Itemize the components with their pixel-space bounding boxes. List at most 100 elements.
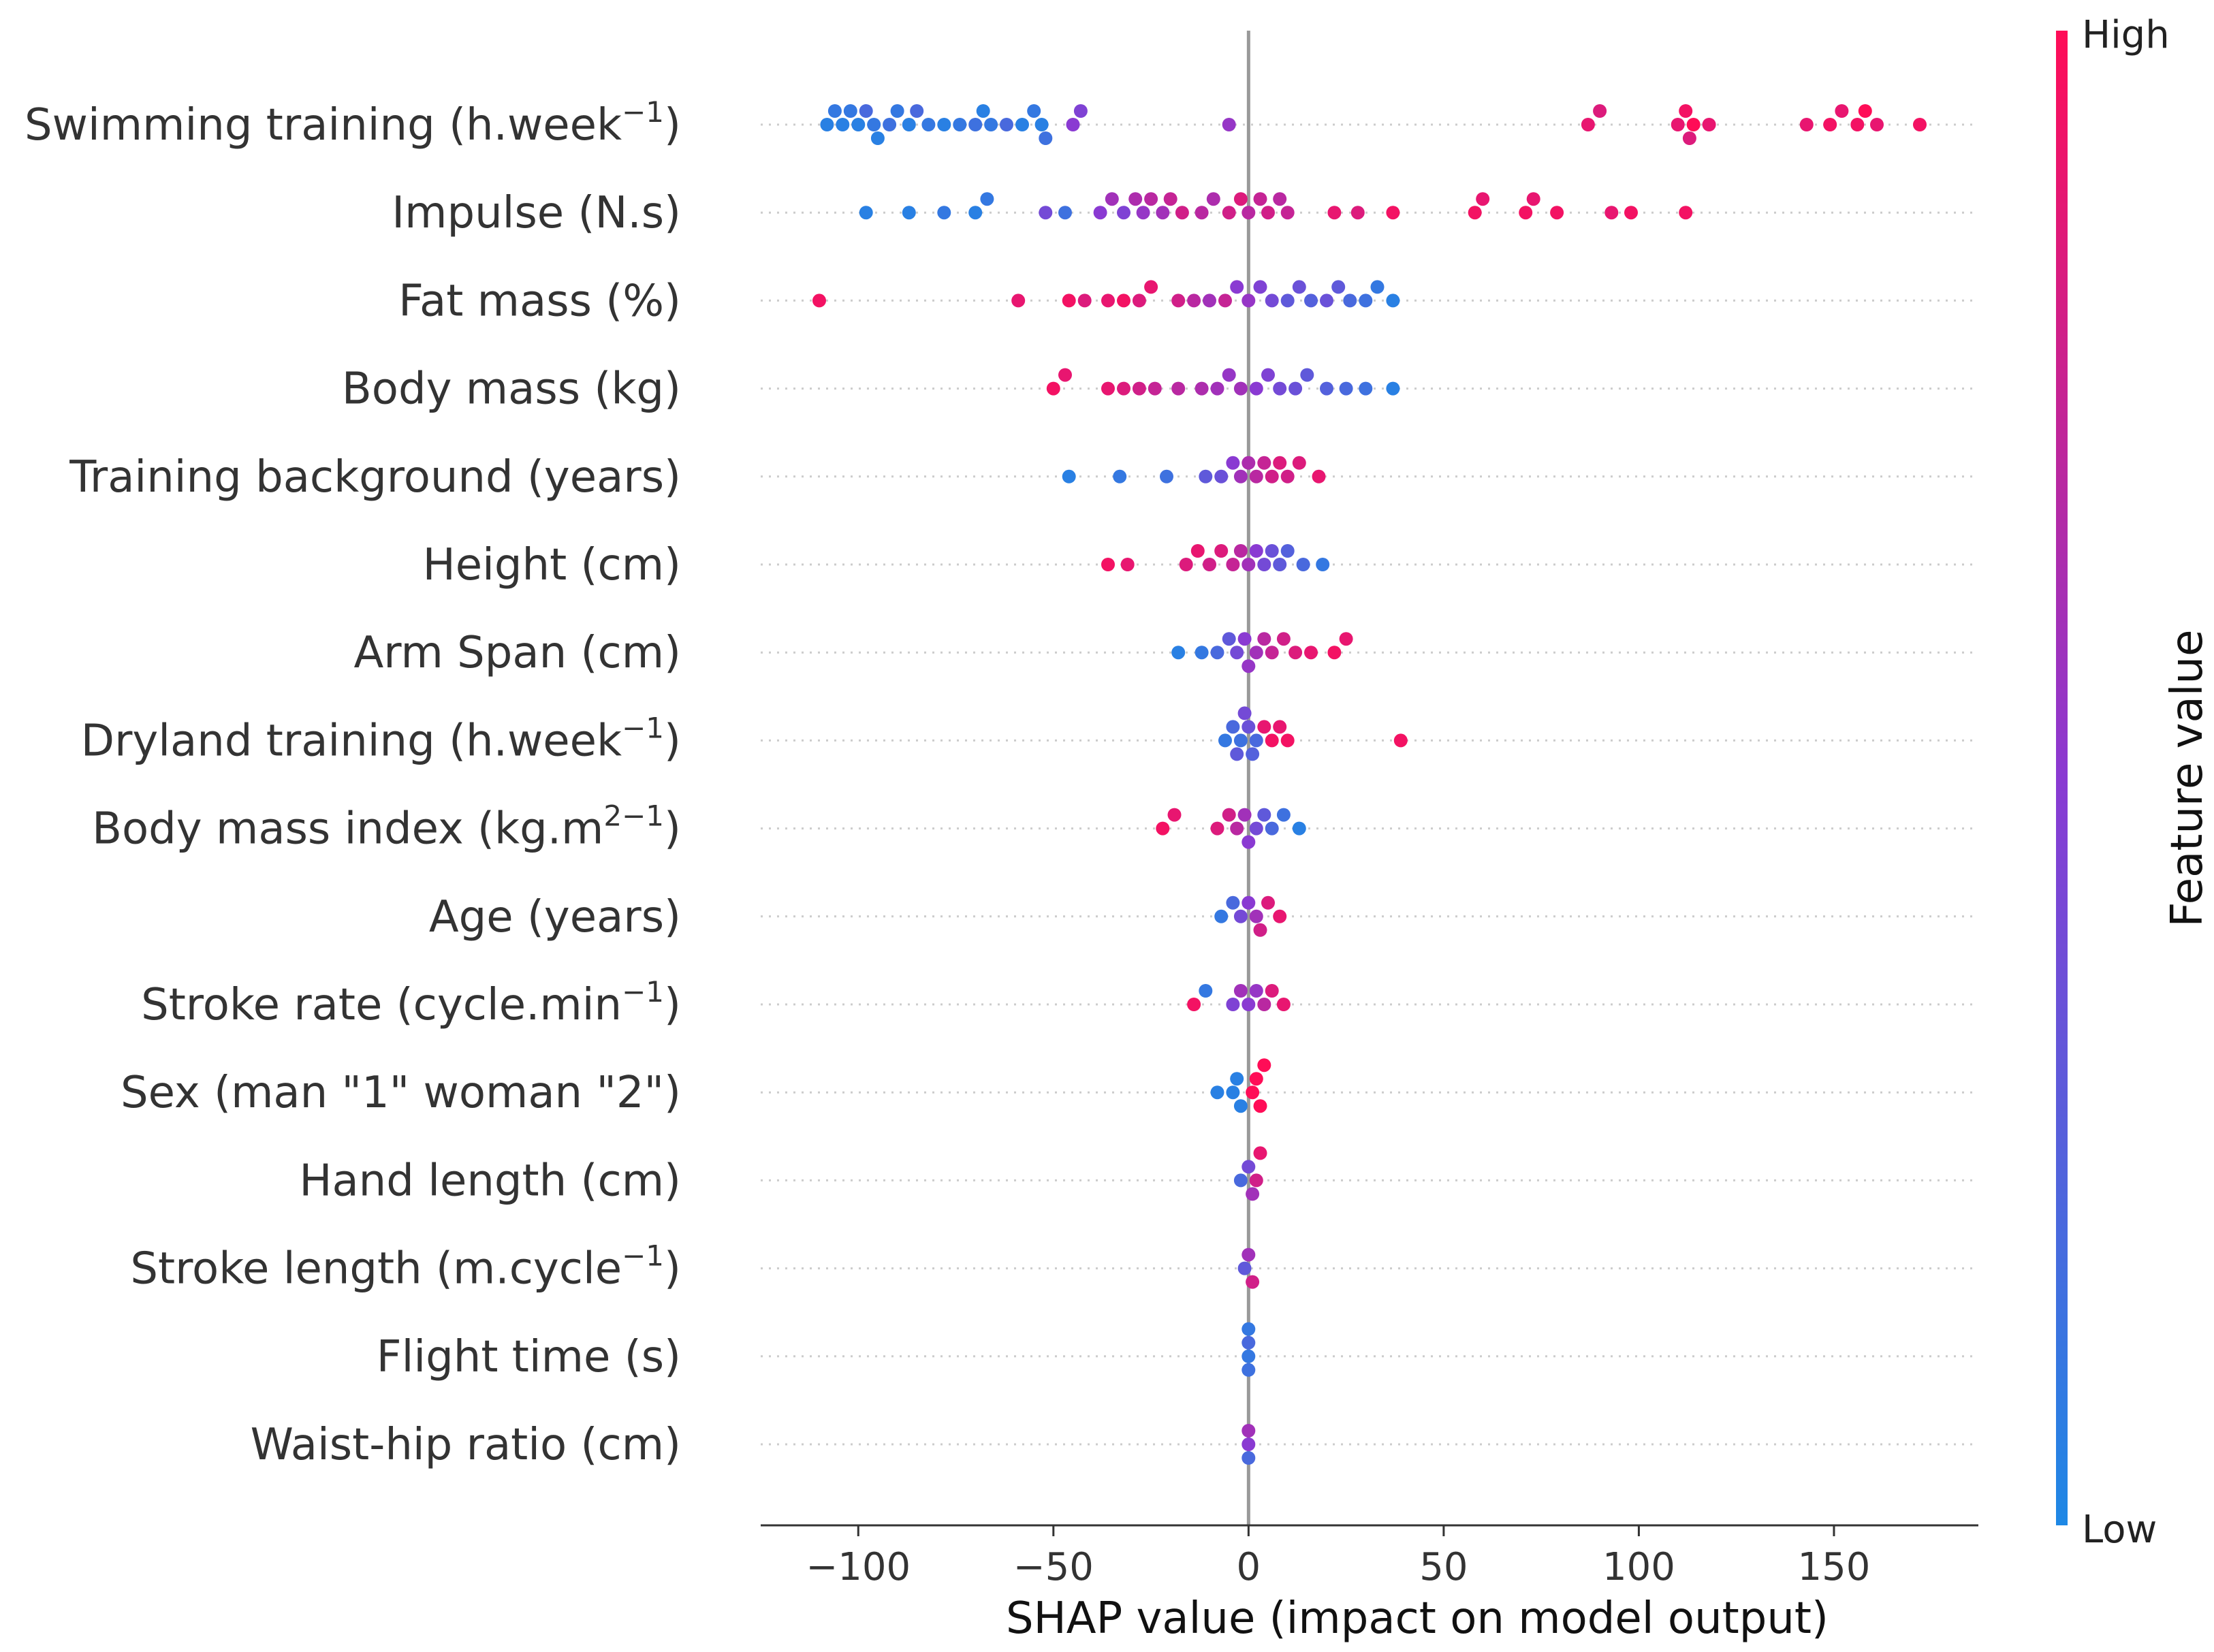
x-tick-label: 100	[1602, 1545, 1675, 1589]
shap-point	[1257, 632, 1271, 646]
shap-point	[1343, 293, 1357, 308]
shap-point	[1222, 632, 1236, 646]
shap-point	[1850, 118, 1865, 131]
shap-point	[1058, 368, 1072, 382]
shap-point	[1320, 293, 1333, 308]
shap-point	[812, 293, 826, 308]
shap-point	[1280, 544, 1295, 558]
shap-point	[1304, 646, 1318, 660]
shap-point	[1261, 368, 1275, 382]
shap-point	[1280, 733, 1295, 748]
x-tick-label: −50	[1013, 1545, 1094, 1589]
shap-point	[1128, 192, 1143, 206]
shap-point	[1280, 293, 1295, 308]
shap-point	[1101, 381, 1115, 396]
shap-point	[1062, 469, 1076, 483]
shap-point	[1312, 469, 1326, 483]
shap-point	[1519, 206, 1533, 220]
shap-point	[1214, 469, 1229, 483]
shap-point	[1242, 1349, 1256, 1363]
shap-point	[1550, 206, 1564, 220]
shap-point	[883, 118, 897, 131]
shap-point	[1257, 720, 1271, 734]
shap-point	[1230, 280, 1244, 294]
feature-label: Training background (years)	[69, 452, 681, 503]
shap-point	[1249, 1072, 1263, 1086]
shap-point	[1253, 923, 1267, 937]
shap-point	[910, 104, 924, 118]
shap-point	[1386, 381, 1400, 396]
shap-point	[937, 118, 951, 131]
shap-point	[1526, 192, 1540, 206]
x-axis-ticks: −100 −50 0 50 100 150	[806, 1525, 1870, 1589]
shap-point	[1682, 131, 1696, 145]
shap-point	[890, 104, 904, 118]
shap-point	[1171, 381, 1186, 396]
shap-point	[1702, 118, 1716, 131]
shap-point	[843, 104, 857, 118]
shap-point	[1163, 192, 1177, 206]
shap-point	[1105, 192, 1119, 206]
shap-point	[1249, 984, 1263, 998]
shap-point	[1327, 646, 1342, 660]
shap-point	[1253, 280, 1267, 294]
colorbar-title: Feature value	[2162, 630, 2213, 927]
shap-point	[1359, 293, 1373, 308]
shap-point	[1249, 733, 1263, 748]
shap-point	[1171, 293, 1186, 308]
shap-point	[1156, 821, 1170, 836]
shap-point	[1246, 747, 1260, 761]
shap-point	[1230, 821, 1244, 836]
shap-point	[1242, 293, 1256, 308]
shap-point	[1304, 293, 1318, 308]
shap-point	[1835, 104, 1849, 118]
shap-point	[836, 118, 850, 131]
shap-point	[1195, 206, 1209, 220]
shap-point	[1273, 909, 1287, 923]
shap-point	[1237, 632, 1252, 646]
shap-point	[1257, 998, 1271, 1011]
shap-point	[1190, 544, 1205, 558]
shap-point	[1280, 206, 1295, 220]
shap-point	[1265, 646, 1279, 660]
shap-point	[1233, 469, 1248, 483]
shap-point	[1292, 280, 1306, 294]
shap-point	[968, 118, 983, 131]
shap-point	[1249, 821, 1263, 836]
shap-point	[1273, 381, 1287, 396]
shap-point	[1331, 280, 1346, 294]
shap-point	[1261, 895, 1275, 910]
shap-point	[1230, 646, 1244, 660]
shap-point	[1203, 558, 1216, 571]
shap-point	[1136, 206, 1150, 220]
shap-point	[1203, 293, 1216, 308]
shap-point	[1132, 381, 1146, 396]
shap-point	[1913, 118, 1927, 131]
shap-point	[1300, 368, 1314, 382]
shap-point	[1273, 558, 1287, 571]
shap-point	[921, 118, 936, 131]
feature-label: Swimming training (h.week−1)	[25, 95, 681, 150]
shap-point	[1226, 998, 1240, 1011]
shap-point	[870, 131, 885, 145]
shap-point	[1222, 808, 1236, 822]
shap-point	[1246, 1187, 1260, 1201]
x-tick-label: 0	[1237, 1545, 1261, 1589]
shap-point	[1148, 381, 1162, 396]
shap-point	[1039, 131, 1053, 145]
shap-point	[1226, 895, 1240, 910]
shap-point	[1214, 544, 1229, 558]
shap-point	[1199, 984, 1213, 998]
shap-point	[1604, 206, 1619, 220]
shap-point	[1214, 909, 1229, 923]
shap-point	[1242, 659, 1256, 673]
shap-point	[1156, 206, 1170, 220]
shap-point	[1233, 381, 1248, 396]
shap-point	[1058, 206, 1072, 220]
shap-point	[1187, 998, 1201, 1011]
shap-point	[980, 192, 994, 206]
shap-point	[1468, 206, 1482, 220]
shap-point	[1249, 544, 1263, 558]
shap-point	[1249, 469, 1263, 483]
shap-point	[1327, 206, 1342, 220]
